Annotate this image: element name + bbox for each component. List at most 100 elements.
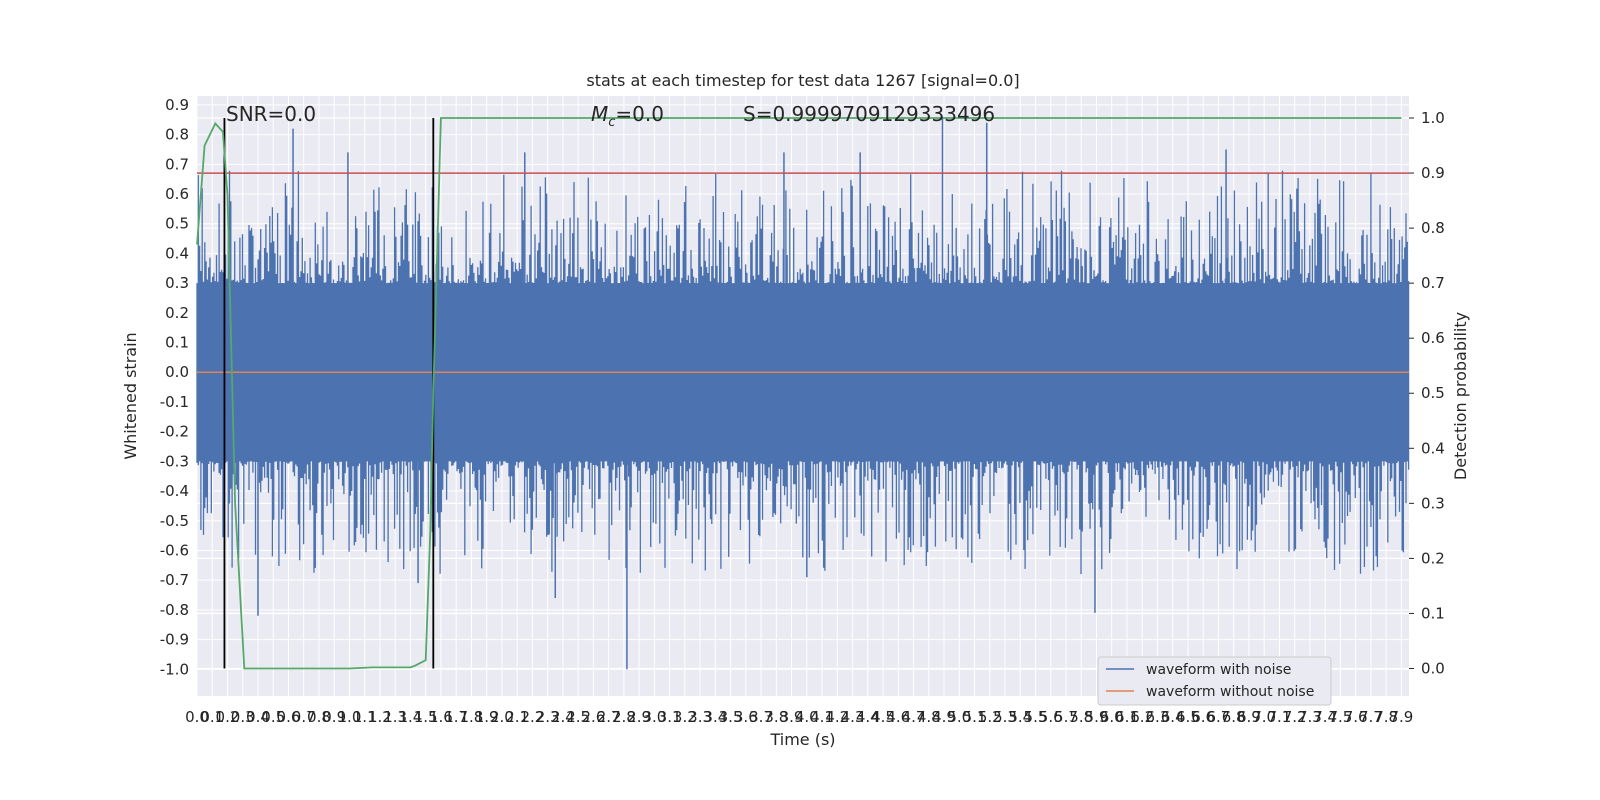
x-tick-label: 2.2 xyxy=(520,708,544,726)
x-tick-label: 6.7 xyxy=(1207,708,1231,726)
y-axis-right-ticks: 1.0 0.9 0.8 0.7 0.6 0.5 0.4 0.3 0.2 0.1 0.0 xyxy=(1409,109,1445,677)
x-tick-label: 7.8 xyxy=(1374,708,1398,726)
y-tick-label: 0.2 xyxy=(165,304,189,322)
y-right-tick-label: 0.3 xyxy=(1421,494,1445,512)
y-tick-label: -0.9 xyxy=(160,631,189,649)
x-axis-label: Time (s) xyxy=(769,730,835,749)
legend: waveform with noise waveform without noi… xyxy=(1097,656,1332,706)
x-tick-label: 7.7 xyxy=(1359,708,1383,726)
x-tick-label: 2.3 xyxy=(536,708,560,726)
y-right-tick-label: 0.0 xyxy=(1421,659,1445,677)
x-tick-label: 1.9 xyxy=(475,708,499,726)
legend-box xyxy=(1097,656,1332,706)
x-tick-label: 4.2 xyxy=(825,708,849,726)
x-tick-label: 1.5 xyxy=(414,708,438,726)
y-tick-label: -0.2 xyxy=(160,423,189,441)
y-axis-right-label: Detection probability xyxy=(1451,312,1470,480)
x-tick-label: 2.8 xyxy=(612,708,636,726)
y-tick-label: -0.1 xyxy=(160,393,189,411)
x-tick-label: 6.9 xyxy=(1237,708,1261,726)
x-tick-label: 0.4 xyxy=(246,708,270,726)
x-tick-label: 0.6 xyxy=(277,708,301,726)
x-tick-label: 1.6 xyxy=(429,708,453,726)
x-tick-label: 5.5 xyxy=(1024,708,1048,726)
y-tick-label: 0.1 xyxy=(165,334,189,352)
x-tick-label: 5.6 xyxy=(1039,708,1063,726)
y-tick-label: -0.7 xyxy=(160,571,189,589)
x-tick-label: 6.2 xyxy=(1130,708,1154,726)
x-tick-label: 2.7 xyxy=(597,708,621,726)
x-tick-label: 2.1 xyxy=(505,708,529,726)
y-right-tick-label: 0.2 xyxy=(1421,549,1445,567)
x-tick-label: 3.9 xyxy=(780,708,804,726)
x-tick-label: 7.5 xyxy=(1328,708,1352,726)
y-tick-label: 0.9 xyxy=(165,96,189,114)
y-tick-label: -0.5 xyxy=(160,512,189,530)
x-tick-label: 2.6 xyxy=(581,708,605,726)
x-tick-label: 3.4 xyxy=(703,708,727,726)
x-tick-label: 6.6 xyxy=(1191,708,1215,726)
y-right-tick-label: 0.7 xyxy=(1421,274,1445,292)
y-tick-label: 0.3 xyxy=(165,274,189,292)
x-tick-label: 4.9 xyxy=(932,708,956,726)
x-tick-label: 1.7 xyxy=(444,708,468,726)
y-right-tick-label: 0.4 xyxy=(1421,439,1445,457)
x-tick-label: 2.9 xyxy=(627,708,651,726)
y-tick-label: 0.8 xyxy=(165,126,189,144)
x-tick-label: 6.1 xyxy=(1115,708,1139,726)
x-tick-label: 1.0 xyxy=(338,708,362,726)
x-tick-label: 1.2 xyxy=(368,708,392,726)
x-tick-label: 7.9 xyxy=(1389,708,1413,726)
y-axis-left-ticks: 0.9 0.8 0.7 0.6 0.5 0.4 0.3 0.2 0.1 0.0 -0.1 -0.2 -0… xyxy=(160,96,189,678)
x-tick-label: 5.4 xyxy=(1008,708,1032,726)
x-tick-label: 3.0 xyxy=(642,708,666,726)
y-tick-label: 0.6 xyxy=(165,185,189,203)
x-tick-label: 6.8 xyxy=(1222,708,1246,726)
x-tick-label: 7.6 xyxy=(1344,708,1368,726)
y-right-tick-label: 0.5 xyxy=(1421,384,1445,402)
y-tick-label: 0.0 xyxy=(165,363,189,381)
legend-label-noisy: waveform with noise xyxy=(1146,662,1291,678)
chart-title: stats at each timestep for test data 126… xyxy=(586,71,1019,90)
y-tick-label: -0.4 xyxy=(160,482,189,500)
y-tick-label: 0.5 xyxy=(165,215,189,233)
y-axis-label: Whitened strain xyxy=(121,332,140,459)
x-tick-label: 5.8 xyxy=(1069,708,1093,726)
x-tick-label: 4.4 xyxy=(856,708,880,726)
y-tick-label: -0.6 xyxy=(160,541,189,559)
x-tick-label: 5.3 xyxy=(993,708,1017,726)
x-tick-label: 4.7 xyxy=(902,708,926,726)
x-tick-label: 3.1 xyxy=(658,708,682,726)
x-tick-label: 0.0 xyxy=(185,708,209,726)
x-tick-label: 2.5 xyxy=(566,708,590,726)
x-tick-label: 3.2 xyxy=(673,708,697,726)
x-tick-label: 3.6 xyxy=(734,708,758,726)
y-tick-label: 0.4 xyxy=(165,244,189,262)
x-tick-label: 5.9 xyxy=(1085,708,1109,726)
x-tick-label: 5.7 xyxy=(1054,708,1078,726)
x-tick-label: 4.6 xyxy=(886,708,910,726)
x-tick-label: 7.2 xyxy=(1283,708,1307,726)
y-right-tick-label: 0.1 xyxy=(1421,604,1445,622)
x-tick-label: 7.4 xyxy=(1313,708,1337,726)
y-right-tick-label: 1.0 xyxy=(1421,109,1445,127)
x-tick-label: 6.3 xyxy=(1146,708,1170,726)
x-tick-label: 0.9 xyxy=(322,708,346,726)
y-tick-label: -0.3 xyxy=(160,452,189,470)
x-tick-label: 5.0 xyxy=(947,708,971,726)
x-tick-label: 5.2 xyxy=(978,708,1002,726)
series-detection-probability xyxy=(196,117,1402,670)
noise-spikes xyxy=(196,170,1410,575)
mc-subscript: c xyxy=(608,115,615,130)
x-tick-label: 6.4 xyxy=(1161,708,1185,726)
x-tick-label: 3.8 xyxy=(764,708,788,726)
legend-label-clean: waveform without noise xyxy=(1146,684,1314,700)
x-tick-label: 0.7 xyxy=(292,708,316,726)
x-tick-label: 0.3 xyxy=(231,708,255,726)
x-tick-label: 3.7 xyxy=(749,708,773,726)
x-tick-label: 7.0 xyxy=(1252,708,1276,726)
x-tick-label: 2.4 xyxy=(551,708,575,726)
x-tick-label: 0.1 xyxy=(200,708,224,726)
x-tick-label: 1.3 xyxy=(383,708,407,726)
